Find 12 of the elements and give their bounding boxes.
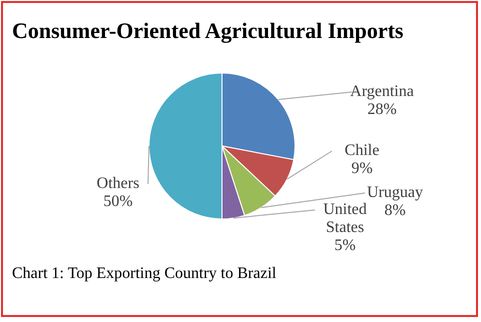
caption: Chart 1: Top Exporting Country to Brazil <box>12 265 277 282</box>
slice-label: United States <box>323 201 367 236</box>
data-label: 28% <box>367 101 397 118</box>
data-label: 9% <box>351 160 373 177</box>
slice-label: Argentina <box>350 83 414 100</box>
data-label: 50% <box>103 193 133 210</box>
slice-label: Chile <box>344 142 380 159</box>
data-label: 5% <box>334 237 356 254</box>
data-label: 8% <box>384 202 406 219</box>
chart-title: Consumer-Oriented Agricultural Imports <box>12 18 404 43</box>
slice-label: Uruguay <box>367 184 423 201</box>
slice-label: Others <box>96 175 140 192</box>
